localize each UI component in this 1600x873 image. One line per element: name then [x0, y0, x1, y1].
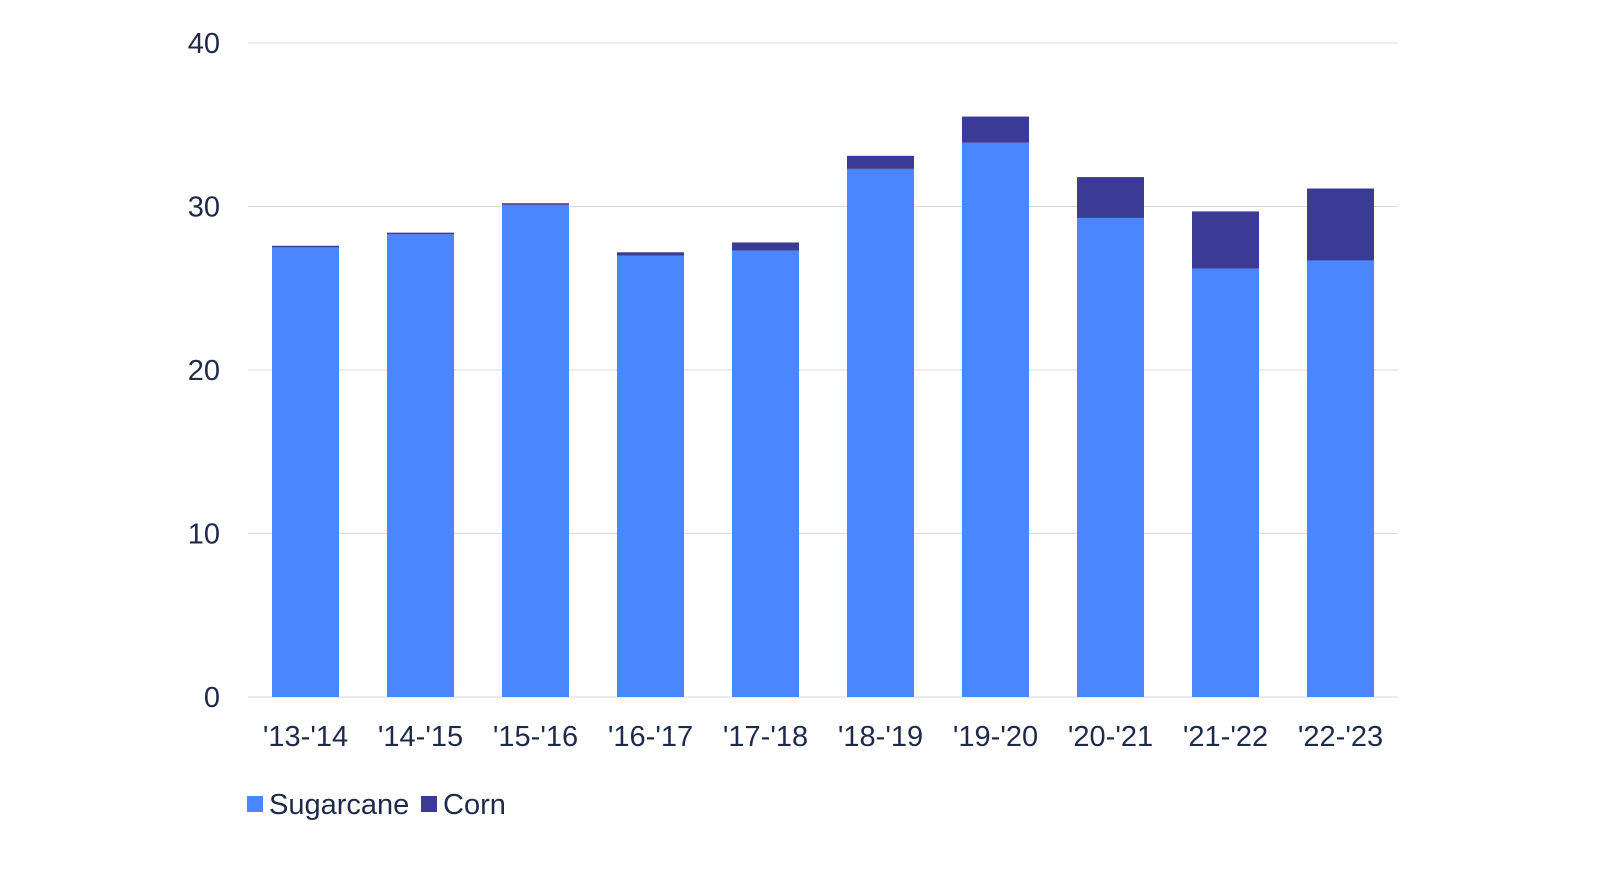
y-tick-label: 20 [188, 355, 220, 387]
x-tick-label: '22-'23 [1298, 721, 1383, 753]
x-tick-label: '17-'18 [723, 721, 808, 753]
y-tick-label: 30 [188, 192, 220, 224]
bar-sugarcane-0 [272, 247, 339, 697]
bar-corn-8 [1192, 211, 1259, 269]
bar-sugarcane-4 [732, 250, 799, 697]
bar-corn-3 [617, 252, 684, 256]
bar-corn-4 [732, 242, 799, 251]
x-tick-label: '13-'14 [263, 721, 348, 753]
legend-swatch-sugarcane [247, 796, 263, 812]
bar-sugarcane-3 [617, 255, 684, 698]
bar-sugarcane-5 [847, 168, 914, 697]
legend-label-corn: Corn [443, 789, 506, 821]
bar-corn-5 [847, 155, 914, 169]
bars [272, 116, 1374, 698]
bar-sugarcane-8 [1192, 268, 1259, 697]
x-tick-label: '16-'17 [608, 721, 693, 753]
x-tick-label: '19-'20 [953, 721, 1038, 753]
bar-sugarcane-6 [962, 142, 1029, 698]
bar-sugarcane-1 [387, 234, 454, 698]
bar-corn-7 [1077, 177, 1144, 218]
y-tick-label: 0 [204, 682, 220, 714]
legend-label-sugarcane: Sugarcane [269, 789, 409, 821]
bar-sugarcane-2 [502, 204, 569, 698]
y-tick-label: 40 [188, 28, 220, 60]
bar-corn-9 [1307, 188, 1374, 261]
x-tick-label: '15-'16 [493, 721, 578, 753]
legend: Sugarcane Corn [247, 789, 506, 821]
y-axis: 0 10 20 30 40 [188, 28, 220, 714]
x-tick-label: '18-'19 [838, 721, 923, 753]
x-tick-label: '20-'21 [1068, 721, 1153, 753]
legend-swatch-corn [421, 796, 437, 812]
bar-corn-6 [962, 116, 1029, 143]
bar-corn-2 [502, 203, 569, 205]
bar-sugarcane-9 [1307, 260, 1374, 697]
x-tick-label: '21-'22 [1183, 721, 1268, 753]
y-tick-label: 10 [188, 519, 220, 551]
bar-corn-0 [272, 245, 339, 248]
bar-sugarcane-7 [1077, 217, 1144, 697]
x-tick-label: '14-'15 [378, 721, 463, 753]
bar-corn-1 [387, 232, 454, 235]
x-axis: '13-'14 '14-'15 '15-'16 '16-'17 '17-'18 '18-'… [263, 721, 1383, 753]
